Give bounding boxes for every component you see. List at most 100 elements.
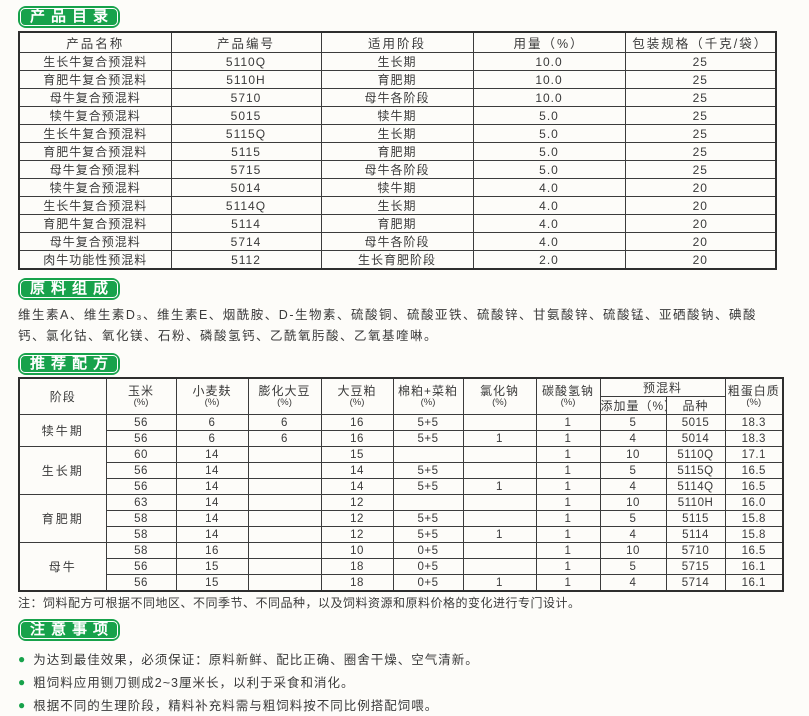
formula-cell: 1 bbox=[535, 494, 601, 511]
notice-item: ● 为达到最佳效果，必须保证：原料新鲜、配比正确、圈舍干燥、空气清新。 bbox=[18, 647, 809, 670]
formula-row: 母牛 58 16 10 0+5 1 10 5710 16.5 bbox=[18, 542, 784, 592]
formula-cell: 1 bbox=[462, 574, 537, 592]
column-header-protein: 粗蛋白质 (%) bbox=[724, 377, 784, 415]
column-header: 用量（%） bbox=[472, 31, 626, 53]
formula-cell: 15.8 bbox=[724, 510, 784, 527]
stage-cell: 母牛 bbox=[18, 542, 107, 592]
table-cell: 犊牛复合预混料 bbox=[18, 106, 172, 125]
stage-cell: 育肥期 bbox=[18, 494, 107, 543]
table-cell: 母牛复合预混料 bbox=[18, 160, 172, 179]
formula-cell: 10 bbox=[599, 542, 667, 559]
section-formula: 推荐配方 阶段 玉米 (%) 小麦麸 (%) 膨化大豆 (%) 大豆粕 (%) 棉粕+菜粕 (%) 氯… bbox=[18, 353, 809, 611]
formula-cell: 6 bbox=[175, 414, 249, 431]
product-table: 产品名称 产品编号 适用阶段 用量（%） 包装规格（千克/袋） 生长牛复合预混料 5110… bbox=[18, 31, 777, 270]
formula-cell: 1 bbox=[535, 574, 601, 592]
stage-cell: 犊牛期 bbox=[18, 414, 107, 447]
table-cell: 4.0 bbox=[472, 196, 626, 215]
table-cell: 25 bbox=[624, 88, 777, 107]
column-header: 氯化钠 (%) bbox=[462, 377, 537, 415]
column-header-premix: 预混料 bbox=[599, 377, 726, 397]
formula-cell: 0+5 bbox=[392, 574, 464, 592]
formula-cell bbox=[247, 558, 322, 575]
formula-cell: 16.1 bbox=[724, 574, 784, 592]
formula-cell: 5+5 bbox=[392, 430, 464, 447]
table-cell: 25 bbox=[624, 124, 777, 143]
formula-cell: 16.5 bbox=[724, 478, 784, 495]
column-header-name: 粗蛋白质 bbox=[727, 384, 780, 398]
formula-cell: 63 bbox=[105, 494, 177, 511]
formula-cell: 1 bbox=[535, 430, 601, 447]
formula-cell: 6 bbox=[175, 430, 249, 447]
formula-cell bbox=[462, 558, 537, 575]
formula-cell bbox=[462, 414, 537, 431]
table-cell: 母牛各阶段 bbox=[320, 232, 474, 251]
column-header: 适用阶段 bbox=[320, 31, 474, 53]
formula-cell: 16 bbox=[320, 414, 394, 431]
formula-cell bbox=[392, 446, 464, 463]
formula-cell: 12 bbox=[320, 510, 394, 527]
table-cell: 犊牛复合预混料 bbox=[18, 178, 172, 197]
formula-cell: 0+5 bbox=[392, 558, 464, 575]
formula-cell: 5710 bbox=[665, 542, 726, 559]
table-cell: 10.0 bbox=[472, 52, 626, 71]
column-header-name: 大豆粕 bbox=[337, 384, 377, 398]
formula-cell: 1 bbox=[535, 478, 601, 495]
formula-cell: 58 bbox=[105, 526, 177, 543]
table-cell: 肉牛功能性预混料 bbox=[18, 250, 172, 270]
table-cell: 5.0 bbox=[472, 124, 626, 143]
section-badge-notices-label: 注意事项 bbox=[30, 621, 115, 638]
formula-cell: 5110H bbox=[665, 494, 726, 511]
section-badge-formula: 推荐配方 bbox=[18, 353, 121, 375]
table-cell: 25 bbox=[624, 106, 777, 125]
formula-cell: 12 bbox=[320, 494, 394, 511]
column-header-name: 小麦麸 bbox=[192, 384, 232, 398]
formula-cell: 16.0 bbox=[724, 494, 784, 511]
column-header-name: 膨化大豆 bbox=[258, 384, 311, 398]
formula-cell: 5114 bbox=[665, 526, 726, 543]
column-header: 小麦麸 (%) bbox=[175, 377, 249, 415]
formula-cell: 14 bbox=[320, 462, 394, 479]
table-cell: 母牛复合预混料 bbox=[18, 88, 172, 107]
formula-cell: 10 bbox=[320, 542, 394, 559]
table-cell: 育肥牛复合预混料 bbox=[18, 214, 172, 233]
formula-cell: 15 bbox=[175, 558, 249, 575]
table-cell: 5115 bbox=[170, 142, 322, 161]
table-cell: 4.0 bbox=[472, 214, 626, 233]
column-header: 玉米 (%) bbox=[105, 377, 177, 415]
bullet-icon: ● bbox=[18, 674, 26, 689]
formula-cell: 14 bbox=[175, 446, 249, 463]
formula-row: 育肥期 63 14 12 1 10 5110H 16.0 bbox=[18, 494, 784, 543]
product-header-row: 产品名称 产品编号 适用阶段 用量（%） 包装规格（千克/袋） bbox=[18, 31, 777, 53]
formula-cell: 56 bbox=[105, 478, 177, 495]
formula-cell: 5714 bbox=[665, 574, 726, 592]
table-cell: 25 bbox=[624, 142, 777, 161]
formula-cell bbox=[247, 446, 322, 463]
table-cell: 5.0 bbox=[472, 160, 626, 179]
formula-cell: 6 bbox=[247, 430, 322, 447]
table-cell: 25 bbox=[624, 52, 777, 71]
column-header-unit: (%) bbox=[492, 397, 507, 408]
table-cell: 2.0 bbox=[472, 250, 626, 270]
formula-cell: 5+5 bbox=[392, 510, 464, 527]
section-badge-ingredients: 原料组成 bbox=[18, 278, 121, 300]
formula-cell: 4 bbox=[599, 574, 667, 592]
formula-row: 56 15 18 0+5 1 1 4 5714 16.1 bbox=[19, 574, 784, 592]
column-header: 包装规格（千克/袋） bbox=[624, 31, 777, 53]
column-subheader: 品种 bbox=[665, 396, 726, 415]
table-cell: 生长牛复合预混料 bbox=[18, 196, 172, 215]
formula-row: 58 14 12 5+5 1 1 4 5114 15.8 bbox=[19, 526, 784, 543]
table-cell: 生长期 bbox=[320, 124, 474, 143]
formula-cell bbox=[247, 526, 322, 543]
section-notices: 注意事项 ● 为达到最佳效果，必须保证：原料新鲜、配比正确、圈舍干燥、空气清新。 ●… bbox=[18, 619, 809, 716]
formula-cell: 5115Q bbox=[665, 462, 726, 479]
table-cell: 5114Q bbox=[170, 196, 322, 215]
section-badge-products-label: 产品目录 bbox=[30, 8, 115, 25]
formula-cell: 16.5 bbox=[724, 542, 784, 559]
table-cell: 5714 bbox=[170, 232, 322, 251]
formula-cell: 56 bbox=[105, 414, 177, 431]
table-cell: 生长期 bbox=[320, 52, 474, 71]
column-header-unit: (%) bbox=[420, 397, 436, 408]
table-row: 母牛复合预混料 5714 母牛各阶段 4.0 20 bbox=[18, 232, 777, 251]
table-cell: 20 bbox=[624, 250, 777, 270]
formula-cell bbox=[462, 446, 537, 463]
